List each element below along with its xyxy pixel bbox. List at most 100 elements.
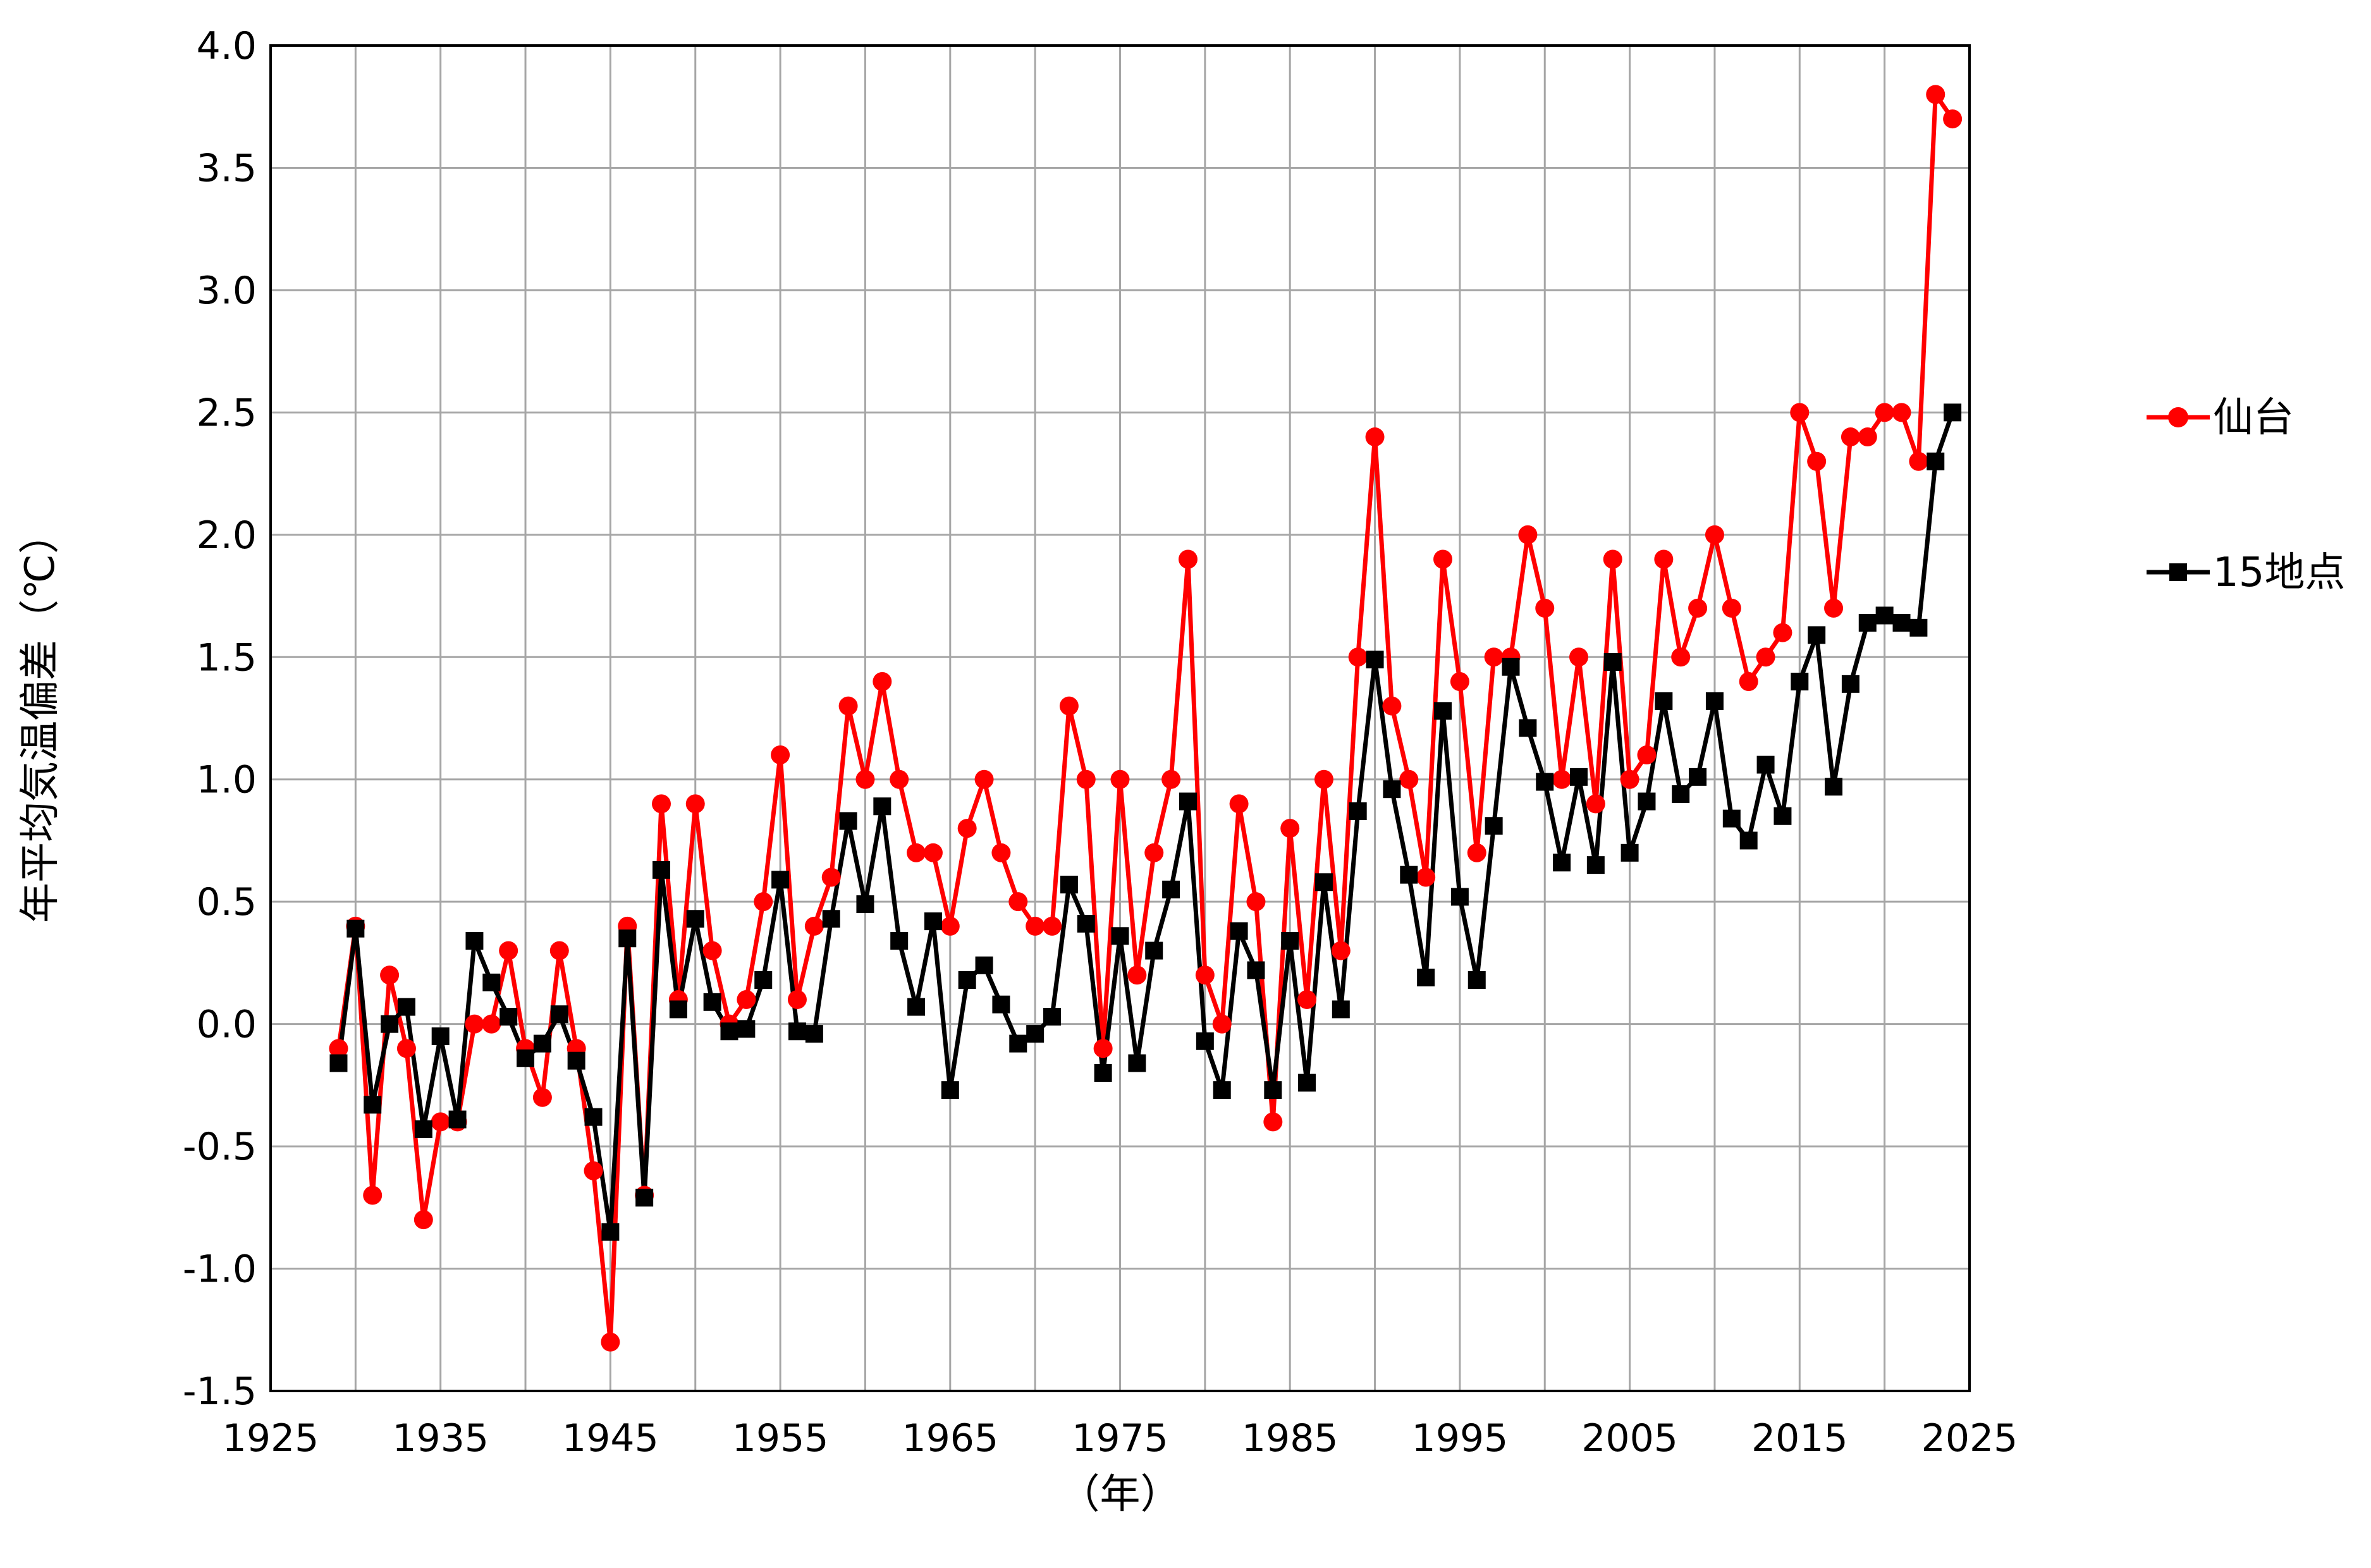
- data-point-15-stations: [1722, 809, 1741, 828]
- data-point-sendai: [1008, 892, 1028, 912]
- data-point-sendai: [1688, 598, 1708, 618]
- y-tick-label: 1.5: [197, 635, 257, 680]
- data-point-15-stations: [1400, 866, 1418, 884]
- x-axis-label: （年）: [1060, 1471, 1181, 1518]
- data-point-sendai: [431, 1112, 450, 1132]
- data-point-15-stations: [1450, 888, 1469, 906]
- data-point-sendai: [499, 941, 518, 960]
- data-point-15-stations: [364, 1096, 382, 1114]
- x-tick-label: 2025: [1921, 1416, 2018, 1461]
- data-point-sendai: [1909, 451, 1928, 471]
- legend-marker-15-stations: [2169, 563, 2187, 581]
- x-axis-tick-labels: 1925 1935 1945 1955 1965 1975 1985 1995 2005 2015…: [223, 1416, 2018, 1461]
- data-point-15-stations: [1128, 1054, 1146, 1072]
- data-point-sendai: [1926, 85, 1945, 104]
- x-tick-label: 1965: [902, 1416, 998, 1461]
- data-point-15-stations: [1383, 780, 1401, 799]
- y-tick-label: 0.0: [197, 1003, 257, 1047]
- data-point-sendai: [923, 843, 943, 862]
- data-point-15-stations: [1417, 969, 1435, 987]
- data-point-15-stations: [1519, 719, 1537, 737]
- y-tick-label: 2.5: [197, 391, 257, 435]
- data-point-sendai: [482, 1014, 501, 1034]
- data-point-sendai: [771, 745, 790, 765]
- data-point-sendai: [873, 671, 892, 691]
- data-point-15-stations: [1332, 1000, 1350, 1019]
- data-point-15-stations: [669, 1000, 687, 1019]
- data-point-sendai: [1382, 696, 1402, 716]
- data-point-sendai: [329, 1039, 348, 1058]
- x-tick-label: 1935: [392, 1416, 489, 1461]
- data-point-15-stations: [601, 1223, 620, 1241]
- data-point-sendai: [1280, 819, 1300, 838]
- x-tick-label: 1975: [1072, 1416, 1168, 1461]
- data-point-15-stations: [1875, 606, 1894, 625]
- data-point-15-stations: [1586, 856, 1605, 874]
- data-point-15-stations: [381, 1015, 399, 1033]
- data-point-sendai: [380, 965, 400, 985]
- data-point-sendai: [584, 1161, 603, 1180]
- data-point-15-stations: [346, 919, 365, 938]
- plot-area-border: [269, 44, 1971, 1392]
- data-point-15-stations: [397, 998, 415, 1016]
- data-point-15-stations: [873, 797, 891, 816]
- data-point-15-stations: [1536, 773, 1554, 791]
- data-point-15-stations: [1349, 802, 1367, 821]
- data-point-sendai: [1705, 525, 1724, 544]
- data-point-15-stations: [652, 861, 671, 879]
- data-point-sendai: [702, 941, 722, 960]
- data-point-15-stations: [856, 895, 874, 914]
- data-point-15-stations: [1281, 932, 1299, 950]
- data-point-sendai: [1892, 403, 1911, 422]
- data-point-sendai: [838, 696, 858, 716]
- legend: 仙台 15地点: [2147, 395, 2345, 596]
- data-point-sendai: [1450, 671, 1469, 691]
- series-markers: [329, 85, 1963, 1352]
- data-point-15-stations: [1756, 756, 1775, 774]
- data-point-15-stations: [1060, 876, 1078, 894]
- y-tick-label: 1.0: [197, 758, 257, 802]
- data-point-15-stations: [975, 956, 993, 974]
- data-point-15-stations: [1672, 785, 1690, 803]
- data-point-15-stations: [1196, 1032, 1214, 1050]
- data-point-15-stations: [618, 929, 637, 948]
- data-point-sendai: [1586, 794, 1605, 814]
- data-point-sendai: [465, 1014, 484, 1034]
- x-tick-label: 1985: [1242, 1416, 1339, 1461]
- legend-item-15-stations: 15地点: [2147, 549, 2345, 596]
- data-point-15-stations: [1638, 792, 1656, 811]
- data-point-15-stations: [1043, 1008, 1062, 1026]
- data-point-15-stations: [1145, 941, 1163, 960]
- data-point-sendai: [1416, 867, 1436, 887]
- data-point-sendai: [804, 916, 824, 936]
- y-tick-label: -1.5: [183, 1369, 257, 1414]
- data-point-sendai: [907, 843, 926, 862]
- y-axis-label: 年平均気温偏差（℃）: [17, 513, 64, 923]
- data-point-15-stations: [907, 998, 926, 1016]
- data-point-15-stations: [499, 1008, 518, 1026]
- data-point-15-stations: [1553, 854, 1571, 872]
- data-point-15-stations: [720, 1022, 738, 1041]
- data-point-sendai: [821, 867, 841, 887]
- data-point-sendai: [991, 843, 1011, 862]
- data-point-sendai: [1756, 647, 1775, 667]
- data-point-15-stations: [567, 1051, 585, 1070]
- data-point-sendai: [1059, 696, 1079, 716]
- x-tick-label: 1955: [732, 1416, 829, 1461]
- data-point-15-stations: [805, 1025, 823, 1043]
- data-point-15-stations: [1655, 692, 1673, 710]
- data-point-sendai: [737, 989, 756, 1009]
- data-point-sendai: [396, 1039, 416, 1058]
- data-point-15-stations: [1603, 653, 1622, 671]
- data-point-sendai: [601, 1332, 620, 1352]
- data-point-sendai: [1229, 794, 1249, 814]
- data-point-15-stations: [754, 971, 773, 989]
- data-point-sendai: [855, 769, 875, 789]
- data-point-15-stations: [1009, 1034, 1027, 1053]
- data-point-15-stations: [448, 1110, 467, 1129]
- data-point-sendai: [414, 1210, 433, 1230]
- data-point-15-stations: [1162, 880, 1180, 898]
- data-point-sendai: [1603, 549, 1622, 569]
- y-tick-label: 2.0: [197, 513, 257, 558]
- data-point-15-stations: [771, 871, 790, 889]
